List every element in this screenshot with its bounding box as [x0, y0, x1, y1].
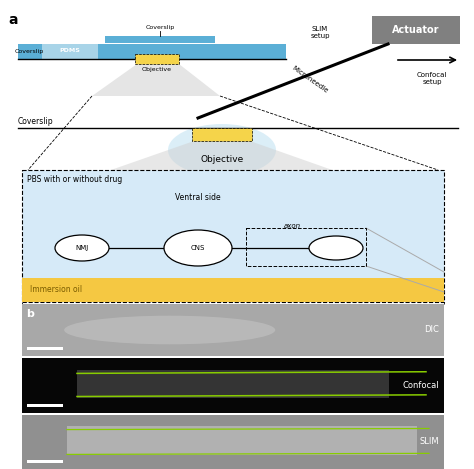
Ellipse shape: [55, 235, 109, 261]
Text: SLIM: SLIM: [419, 438, 439, 446]
Text: Actuator: Actuator: [392, 25, 440, 35]
Text: NMJ: NMJ: [75, 245, 89, 251]
Text: Coverslip: Coverslip: [14, 48, 44, 53]
Ellipse shape: [168, 124, 276, 176]
Text: Ventral side: Ventral side: [175, 194, 221, 203]
Text: CNS: CNS: [191, 245, 205, 251]
Bar: [42, 44, 98, 59]
Bar: [27, 404, 63, 407]
Bar: [246, 228, 366, 266]
Text: axon: axon: [283, 223, 301, 229]
Text: b: b: [26, 309, 34, 319]
Text: Coverslip: Coverslip: [18, 116, 54, 126]
Text: Immersion oil: Immersion oil: [30, 286, 82, 295]
Bar: [135, 54, 179, 64]
Text: Coverslip: Coverslip: [146, 25, 174, 30]
Bar: [27, 347, 63, 350]
Bar: [22, 358, 444, 413]
Text: DIC: DIC: [424, 325, 439, 334]
Bar: [22, 278, 444, 302]
Text: Confocal: Confocal: [402, 381, 439, 390]
Text: Microneedle: Microneedle: [291, 65, 329, 95]
Text: SLIM
setup: SLIM setup: [310, 26, 330, 39]
Ellipse shape: [164, 230, 232, 266]
Text: Objective: Objective: [142, 68, 172, 73]
Bar: [77, 370, 389, 398]
Bar: [22, 170, 444, 302]
Text: Confocal
setup: Confocal setup: [417, 72, 447, 85]
Bar: [105, 36, 215, 43]
Bar: [22, 415, 444, 469]
Text: Objective: Objective: [201, 156, 244, 165]
Polygon shape: [92, 64, 220, 96]
Bar: [372, 16, 460, 44]
Ellipse shape: [64, 316, 275, 344]
Text: PBS with or without drug: PBS with or without drug: [27, 174, 122, 183]
Text: a: a: [8, 13, 18, 27]
Bar: [22, 304, 444, 356]
Bar: [27, 460, 63, 463]
Ellipse shape: [309, 236, 363, 260]
Bar: [18, 44, 286, 59]
Bar: [192, 128, 252, 141]
Text: PDMS: PDMS: [60, 48, 81, 53]
Polygon shape: [88, 141, 355, 178]
Bar: [67, 426, 417, 455]
